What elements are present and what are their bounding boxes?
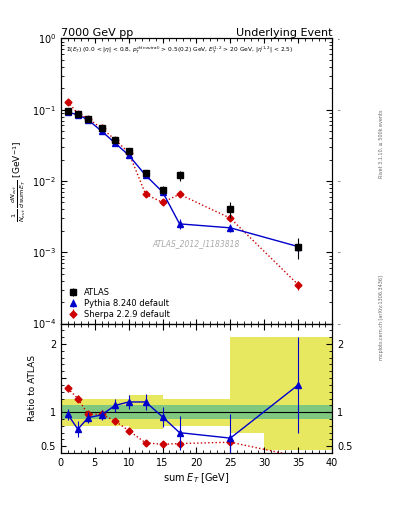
Bar xyxy=(230,337,264,433)
Bar xyxy=(163,406,196,419)
Y-axis label: $\frac{1}{N_{evt}}\,\frac{dN_{evt}}{d\,\mathrm{sum}\,E_T}$ [GeV$^{-1}$]: $\frac{1}{N_{evt}}\,\frac{dN_{evt}}{d\,\… xyxy=(9,140,28,222)
Bar xyxy=(230,406,264,419)
Legend: ATLAS, Pythia 8.240 default, Sherpa 2.2.9 default: ATLAS, Pythia 8.240 default, Sherpa 2.2.… xyxy=(65,287,171,319)
Text: mcplots.cern.ch [arXiv:1306.3436]: mcplots.cern.ch [arXiv:1306.3436] xyxy=(379,275,384,360)
Bar xyxy=(61,398,95,426)
Bar xyxy=(61,406,95,419)
Bar xyxy=(95,398,129,426)
Y-axis label: Ratio to ATLAS: Ratio to ATLAS xyxy=(28,355,37,421)
Text: ATLAS_2012_I1183818: ATLAS_2012_I1183818 xyxy=(153,239,240,248)
Bar xyxy=(196,398,230,426)
Bar xyxy=(129,395,163,429)
Text: 7000 GeV pp: 7000 GeV pp xyxy=(61,28,133,37)
Bar xyxy=(129,406,163,419)
Bar xyxy=(163,398,196,426)
Text: Underlying Event: Underlying Event xyxy=(235,28,332,37)
Bar xyxy=(264,337,332,450)
Text: $\Sigma(E_T)$ (0.0 < $|\eta|$ < 0.8, $p_T^{ch(neutral)}$ > 0.5(0.2) GeV, $E_T^{j: $\Sigma(E_T)$ (0.0 < $|\eta|$ < 0.8, $p_… xyxy=(66,44,294,55)
Bar xyxy=(95,406,129,419)
Text: Rivet 3.1.10, ≥ 500k events: Rivet 3.1.10, ≥ 500k events xyxy=(379,109,384,178)
X-axis label: sum $E_T$ [GeV]: sum $E_T$ [GeV] xyxy=(163,471,230,484)
Bar xyxy=(196,406,230,419)
Bar xyxy=(264,406,332,419)
